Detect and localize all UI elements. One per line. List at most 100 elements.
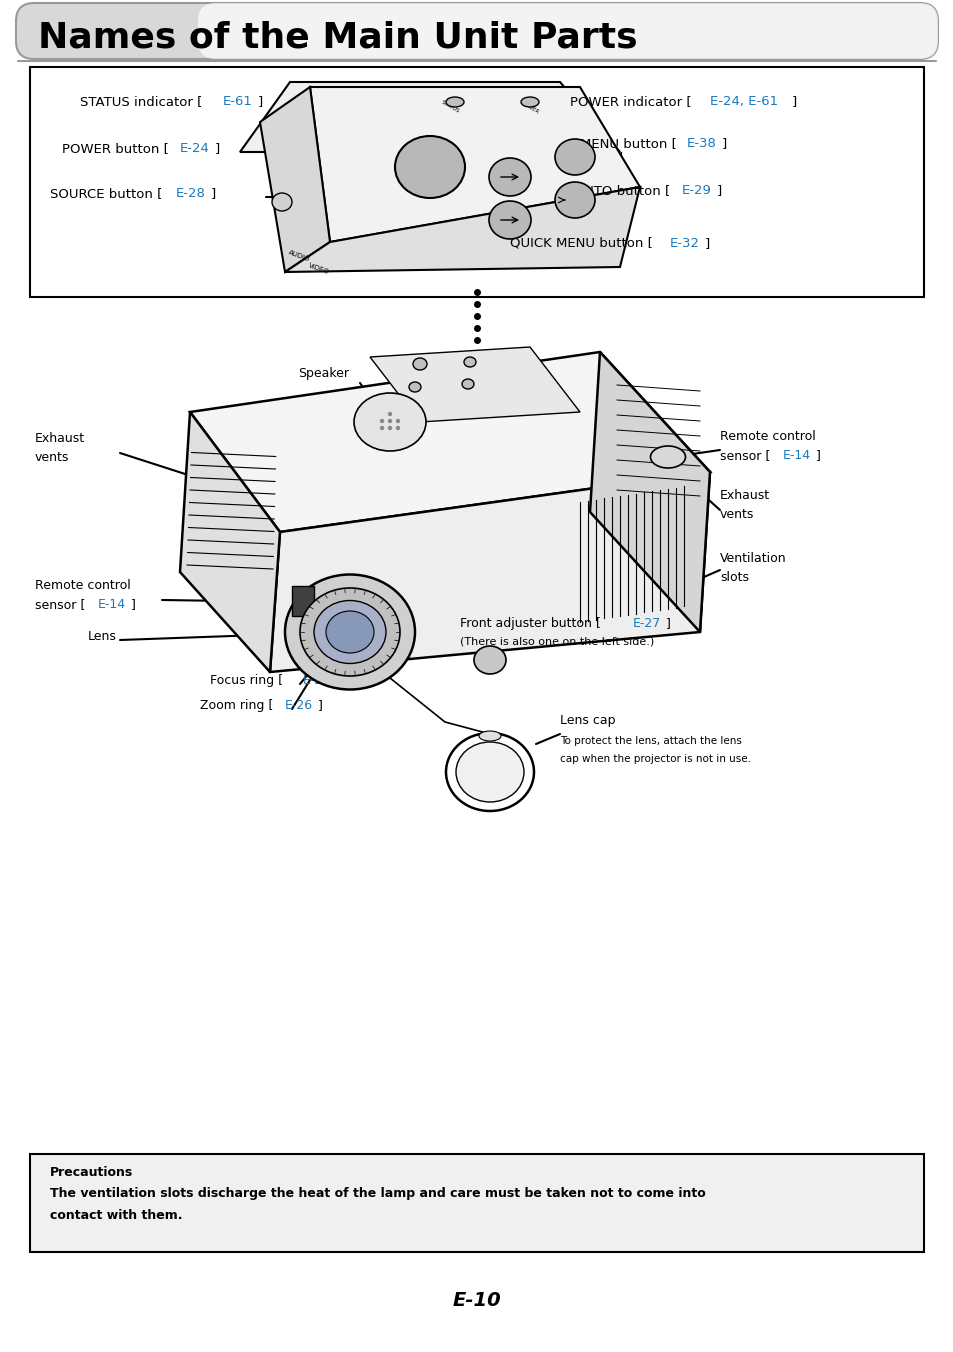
Text: Lens: Lens: [88, 630, 117, 644]
Text: AUTO button [: AUTO button [: [575, 184, 670, 197]
Polygon shape: [310, 87, 639, 242]
Text: ]: ]: [131, 598, 135, 611]
Text: VIDEO: VIDEO: [308, 262, 330, 274]
Text: Speaker: Speaker: [297, 366, 349, 380]
Text: MENU button [: MENU button [: [579, 137, 677, 150]
Ellipse shape: [395, 137, 464, 197]
Ellipse shape: [478, 731, 500, 741]
Text: ]: ]: [717, 184, 721, 197]
Text: vents: vents: [720, 508, 754, 521]
Text: Lens cap: Lens cap: [559, 714, 615, 727]
Polygon shape: [260, 87, 330, 272]
Ellipse shape: [299, 588, 399, 676]
Text: POWER indicator [: POWER indicator [: [569, 95, 691, 108]
Text: vents: vents: [35, 452, 70, 464]
Polygon shape: [589, 352, 709, 631]
Circle shape: [380, 419, 383, 422]
Text: ]: ]: [665, 617, 670, 630]
Text: ]: ]: [211, 187, 216, 200]
Ellipse shape: [326, 611, 374, 653]
Text: Focus ring [: Focus ring [: [210, 675, 283, 687]
Ellipse shape: [314, 600, 386, 664]
Text: E-61: E-61: [223, 95, 253, 108]
Text: E-32: E-32: [669, 237, 700, 250]
Text: ]: ]: [815, 449, 820, 462]
Text: Precautions: Precautions: [50, 1165, 133, 1179]
Text: Names of the Main Unit Parts: Names of the Main Unit Parts: [38, 20, 637, 54]
Ellipse shape: [446, 97, 463, 107]
Text: STATUS indicator [: STATUS indicator [: [80, 95, 202, 108]
Text: sensor [: sensor [: [720, 449, 770, 462]
Circle shape: [380, 426, 383, 430]
Ellipse shape: [650, 446, 685, 468]
Text: SOURCE: SOURCE: [498, 180, 520, 195]
Text: E-28: E-28: [175, 187, 206, 200]
FancyBboxPatch shape: [16, 3, 937, 59]
Ellipse shape: [446, 733, 534, 811]
Text: E-26: E-26: [285, 699, 313, 713]
Text: ]: ]: [791, 95, 797, 108]
Text: SOURCE button [: SOURCE button [: [50, 187, 162, 200]
Polygon shape: [270, 472, 709, 672]
Text: Exhaust: Exhaust: [35, 433, 85, 445]
Text: Ventilation: Ventilation: [720, 552, 786, 565]
Polygon shape: [190, 352, 709, 531]
Text: E-27: E-27: [633, 617, 660, 630]
Text: Front adjuster button [: Front adjuster button [: [459, 617, 600, 630]
Ellipse shape: [463, 357, 476, 366]
Text: AUDIO: AUDIO: [288, 250, 311, 264]
Polygon shape: [285, 187, 639, 272]
Ellipse shape: [285, 575, 415, 690]
Text: E-24: E-24: [180, 142, 210, 155]
Text: E-14: E-14: [98, 598, 126, 611]
Text: ]: ]: [721, 137, 726, 150]
Text: Exhaust: Exhaust: [720, 489, 769, 502]
Text: cap when the projector is not in use.: cap when the projector is not in use.: [559, 754, 750, 764]
Ellipse shape: [456, 742, 523, 802]
Text: ]: ]: [214, 142, 220, 155]
Text: sensor [: sensor [: [35, 598, 85, 611]
Bar: [30, 68, 923, 297]
Circle shape: [396, 426, 399, 430]
Text: Remote control: Remote control: [720, 430, 815, 443]
Text: QUICK
MENU: QUICK MENU: [499, 218, 519, 237]
Text: To protect the lens, attach the lens: To protect the lens, attach the lens: [559, 735, 741, 746]
Text: ]: ]: [704, 237, 709, 250]
Text: E-29: E-29: [681, 184, 711, 197]
Ellipse shape: [555, 139, 595, 174]
Polygon shape: [370, 347, 579, 422]
Ellipse shape: [520, 97, 538, 107]
Circle shape: [388, 412, 391, 415]
Text: POWER: POWER: [519, 101, 539, 115]
Text: QUICK MENU button [: QUICK MENU button [: [510, 237, 652, 250]
Text: AUTO: AUTO: [566, 201, 582, 214]
Text: contact with them.: contact with them.: [50, 1209, 182, 1222]
Ellipse shape: [555, 183, 595, 218]
Ellipse shape: [354, 393, 426, 452]
Text: Remote control: Remote control: [35, 579, 131, 592]
Text: POWER button [: POWER button [: [62, 142, 169, 155]
Polygon shape: [180, 412, 280, 672]
Text: POWER: POWER: [449, 388, 470, 397]
Ellipse shape: [272, 193, 292, 211]
Ellipse shape: [461, 379, 474, 389]
Text: E-14: E-14: [782, 449, 810, 462]
Ellipse shape: [413, 358, 427, 370]
Bar: [30, 1155, 923, 1252]
Ellipse shape: [474, 646, 505, 675]
Text: ]: ]: [335, 675, 340, 687]
Ellipse shape: [409, 383, 420, 392]
Text: AUTO: AUTO: [481, 387, 497, 395]
Text: Zoom ring [: Zoom ring [: [200, 699, 274, 713]
Text: ]: ]: [317, 699, 322, 713]
Bar: [292, 585, 314, 617]
Circle shape: [388, 419, 391, 422]
Text: (There is also one on the left side.): (There is also one on the left side.): [459, 637, 654, 648]
Text: MENU: MENU: [566, 158, 582, 170]
Text: E-27: E-27: [303, 675, 331, 687]
Text: The ventilation slots discharge the heat of the lamp and care must be taken not : The ventilation slots discharge the heat…: [50, 1187, 705, 1201]
Polygon shape: [240, 82, 619, 151]
Circle shape: [396, 419, 399, 422]
FancyBboxPatch shape: [198, 3, 937, 59]
Text: E-38: E-38: [686, 137, 716, 150]
